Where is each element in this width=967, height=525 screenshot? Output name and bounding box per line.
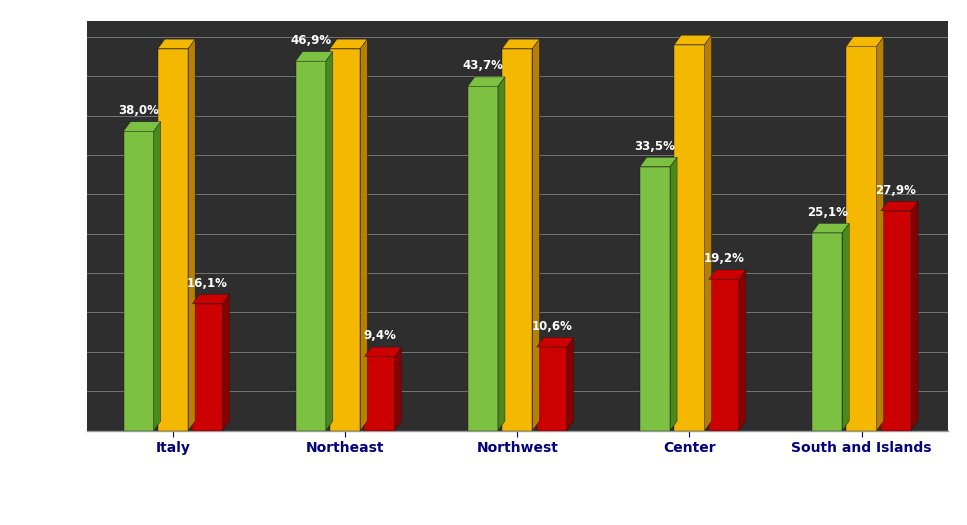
Polygon shape — [192, 294, 229, 303]
Polygon shape — [674, 35, 712, 45]
Text: 43,7%: 43,7% — [462, 59, 504, 72]
Bar — [296, 61, 326, 430]
Bar — [812, 233, 842, 430]
Polygon shape — [222, 294, 229, 430]
Polygon shape — [567, 338, 573, 430]
Polygon shape — [365, 347, 401, 356]
Polygon shape — [670, 157, 677, 430]
Polygon shape — [468, 77, 505, 86]
Text: 10,6%: 10,6% — [531, 320, 572, 333]
Text: 33,5%: 33,5% — [634, 140, 676, 153]
Polygon shape — [709, 270, 746, 279]
Bar — [709, 279, 739, 430]
Polygon shape — [881, 201, 918, 211]
Bar — [881, 211, 911, 430]
Bar — [124, 131, 154, 430]
Bar — [158, 49, 189, 430]
Polygon shape — [189, 39, 195, 430]
Polygon shape — [705, 35, 712, 430]
Polygon shape — [842, 224, 849, 430]
Polygon shape — [326, 51, 333, 430]
Bar — [640, 167, 670, 430]
Bar — [365, 356, 395, 430]
Bar — [502, 49, 533, 430]
Legend: By due date, Up 30 days, Over 30 days: By due date, Up 30 days, Over 30 days — [329, 521, 706, 525]
Polygon shape — [154, 122, 161, 430]
Bar — [192, 303, 222, 430]
Polygon shape — [812, 224, 849, 233]
Polygon shape — [330, 39, 367, 49]
Polygon shape — [739, 270, 746, 430]
Polygon shape — [502, 39, 540, 49]
Polygon shape — [158, 39, 195, 49]
Bar — [846, 46, 877, 430]
Text: 38,0%: 38,0% — [118, 104, 160, 117]
Polygon shape — [877, 37, 884, 430]
Text: 46,9%: 46,9% — [290, 34, 332, 47]
Polygon shape — [361, 39, 367, 430]
Polygon shape — [124, 122, 161, 131]
Polygon shape — [640, 157, 677, 167]
Polygon shape — [533, 39, 540, 430]
Bar — [674, 45, 705, 430]
Text: 25,1%: 25,1% — [806, 206, 848, 219]
Text: 27,9%: 27,9% — [875, 184, 917, 197]
Polygon shape — [498, 77, 505, 430]
Text: 19,2%: 19,2% — [703, 252, 745, 265]
Polygon shape — [296, 51, 333, 61]
Bar — [330, 49, 361, 430]
Polygon shape — [911, 201, 918, 430]
Text: 16,1%: 16,1% — [187, 277, 228, 290]
Polygon shape — [846, 37, 884, 46]
Polygon shape — [395, 347, 401, 430]
Bar — [537, 347, 567, 430]
Text: 9,4%: 9,4% — [364, 329, 396, 342]
Polygon shape — [537, 338, 573, 347]
Bar — [468, 86, 498, 430]
